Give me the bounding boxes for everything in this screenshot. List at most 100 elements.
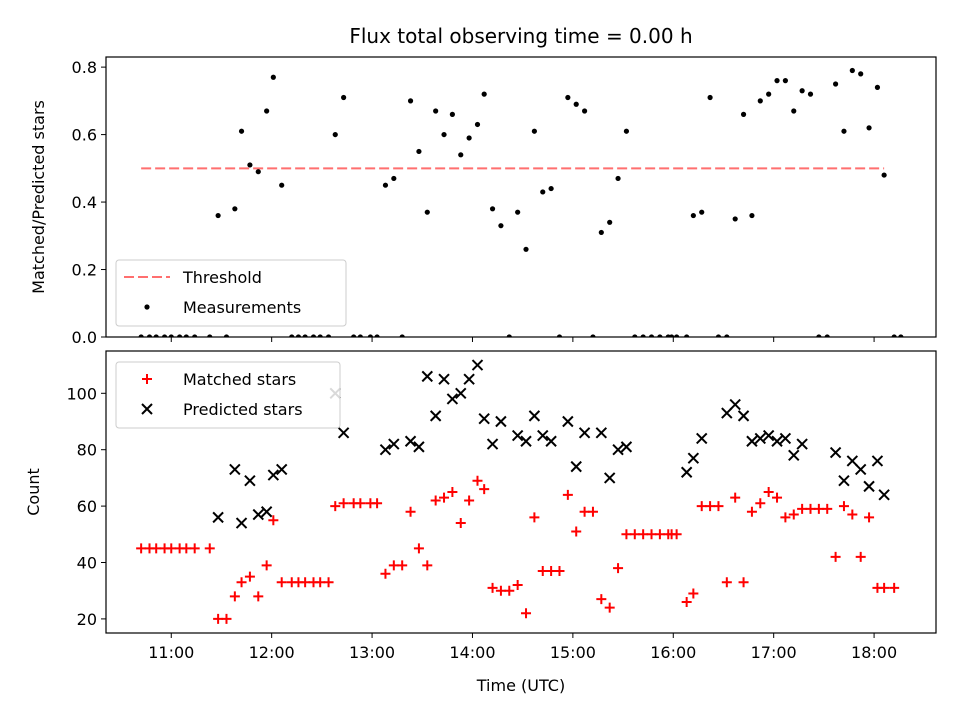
matched-point	[546, 565, 557, 576]
measurement-point	[458, 152, 464, 158]
matched-point	[646, 529, 657, 540]
measurement-point	[824, 334, 830, 337]
predicted-point	[854, 463, 867, 476]
measurement-point	[153, 334, 159, 337]
measurement-point	[841, 128, 847, 134]
x-axis-label: Time (UTC)	[476, 676, 565, 695]
matched-point	[805, 503, 816, 514]
matched-point	[738, 577, 749, 588]
measurement-point	[581, 108, 588, 114]
predicted-point	[595, 427, 608, 439]
measurement-point	[168, 334, 174, 337]
matched-point	[797, 503, 808, 514]
matched-point	[730, 492, 741, 503]
predicted-point	[388, 438, 400, 450]
x-tick-label: 12:00	[249, 643, 295, 662]
predicted-point	[838, 475, 850, 487]
measurement-point	[161, 334, 168, 337]
matched-point	[638, 529, 649, 540]
measurement-point	[498, 223, 504, 229]
measurement-point	[310, 334, 317, 337]
predicted-point	[495, 415, 507, 428]
measurement-point	[223, 334, 230, 337]
measurement-point	[279, 182, 285, 188]
measurement-point	[573, 101, 579, 107]
matched-point	[380, 568, 391, 579]
matched-point	[671, 529, 682, 540]
measurement-point	[232, 206, 238, 212]
legend: Matched stars Predicted stars	[115, 361, 341, 429]
measurement-point	[849, 67, 855, 74]
x-tick-label: 17:00	[751, 643, 797, 662]
matched-point	[537, 565, 548, 576]
predicted-point	[455, 387, 467, 400]
matched-point	[495, 585, 506, 596]
measurement-point	[382, 182, 389, 188]
measurement-point	[481, 91, 487, 97]
predicted-point	[746, 435, 758, 447]
measurement-point	[238, 128, 245, 134]
matched-point	[330, 501, 341, 512]
plot-frame	[105, 350, 937, 634]
measurement-point	[881, 172, 887, 178]
measurement-point	[255, 169, 261, 175]
matched-point	[397, 560, 408, 571]
matched-point	[604, 602, 615, 613]
measurement-point	[367, 334, 373, 337]
matched-point	[654, 529, 665, 540]
predicted-point	[511, 429, 524, 442]
matched-point	[813, 503, 824, 514]
legend-predicted-label: Predicted stars	[183, 400, 303, 419]
predicted-point	[260, 506, 273, 518]
legend-measurements-label: Measurements	[183, 298, 301, 317]
predicted-point	[779, 432, 792, 445]
predicted-point	[471, 359, 484, 371]
predicted-point	[244, 475, 256, 487]
measurement-point	[774, 78, 780, 84]
matched-point	[521, 608, 532, 619]
matched-point	[253, 591, 264, 602]
matched-point	[372, 498, 383, 509]
matched-point	[430, 495, 441, 506]
legend-measurements-swatch	[144, 304, 150, 310]
predicted-point	[771, 435, 783, 447]
predicted-point	[737, 410, 750, 422]
matched-point	[788, 509, 799, 520]
measurement-point	[715, 334, 722, 337]
measurement-point	[623, 128, 630, 134]
measurement-point	[866, 125, 872, 131]
predicted-point	[762, 429, 775, 442]
measurement-point	[531, 128, 537, 134]
measurement-point	[449, 111, 455, 117]
predicted-point	[863, 480, 875, 493]
predicted-point	[687, 452, 700, 464]
legend-matched-label: Matched stars	[183, 370, 296, 389]
matched-point	[879, 582, 890, 593]
measurement-point	[489, 206, 496, 212]
matched-point	[763, 487, 774, 497]
matched-point	[455, 518, 466, 529]
legend-box	[115, 361, 341, 429]
x-tick-label: 14:00	[449, 643, 495, 662]
y-tick-label: 0.0	[72, 328, 97, 347]
y-axis-label-top: Matched/Predicted stars	[29, 100, 48, 294]
y-tick-label: 0.4	[72, 193, 97, 212]
matched-point	[705, 501, 716, 512]
measurement-point	[684, 334, 690, 337]
measurement-point	[540, 189, 546, 195]
matched-point	[864, 512, 875, 523]
measurement-point	[807, 91, 814, 97]
y-axis-label-bottom: Count	[24, 468, 43, 516]
measurement-point	[816, 334, 822, 337]
measurement-point	[749, 212, 755, 219]
matched-point	[554, 565, 565, 576]
matched-point	[613, 563, 624, 574]
matched-point	[562, 489, 573, 500]
matched-point	[166, 543, 177, 554]
x-tick-label: 18:00	[851, 643, 897, 662]
legend: Threshold Measurements	[115, 259, 347, 327]
measurement-point	[598, 229, 604, 236]
predicted-point	[486, 438, 499, 450]
matched-point	[621, 529, 632, 540]
